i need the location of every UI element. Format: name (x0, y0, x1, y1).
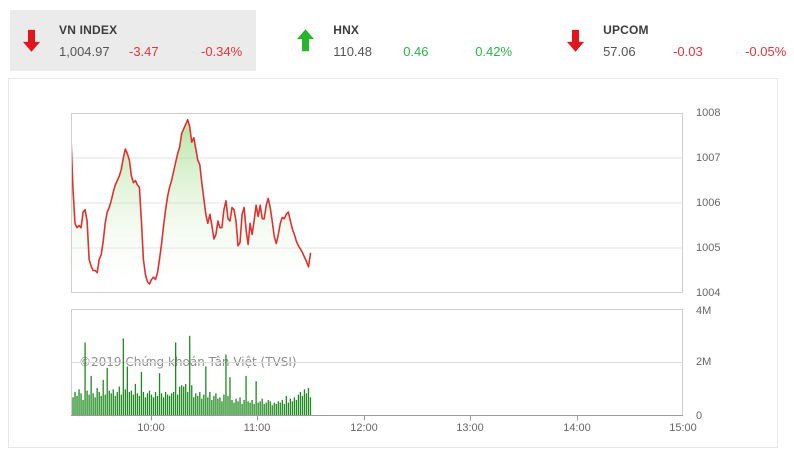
ticker-upcom[interactable]: UPCOM 57.06 -0.03 -0.05% (554, 10, 794, 71)
ticker-change: -0.03 (673, 43, 703, 59)
ticker-change-pct: 0.42% (475, 43, 513, 59)
ticker-change-pct: -0.34% (201, 43, 243, 59)
up-arrow-icon (292, 27, 319, 54)
ticker-change-pct: -0.05% (745, 43, 787, 59)
ticker-label: VN INDEX (59, 22, 118, 37)
time-axis-tick: 10:00 (137, 422, 165, 434)
price-axis-tick: 1004 (696, 287, 721, 299)
volume-axis-tick: 0 (696, 410, 703, 422)
ticker-label: UPCOM (603, 22, 649, 37)
ticker-value: 1,004.97 (59, 43, 110, 59)
price-axis-tick: 1005 (696, 242, 721, 254)
down-arrow-icon (18, 27, 45, 54)
time-axis-tick: 14:00 (563, 422, 591, 434)
price-axis-tick: 1008 (696, 107, 721, 119)
volume-chart-canvas[interactable] (71, 309, 683, 421)
ticker-value: 110.48 (333, 43, 372, 59)
ticker-hnx[interactable]: HNX 110.48 0.46 0.42% (284, 10, 526, 71)
time-axis-tick: 11:00 (243, 422, 271, 434)
ticker-change: -3.47 (129, 43, 159, 59)
intraday-chart-panel: ©2019 Chứng khoán Tân Việt (TVSI) 1008 1… (8, 78, 778, 448)
time-axis-tick: 13:00 (456, 422, 484, 434)
index-ticker-bar: VN INDEX 1,004.97 -3.47 -0.34% HNX 110.4… (10, 10, 786, 71)
ticker-vn-index[interactable]: VN INDEX 1,004.97 -3.47 -0.34% (10, 10, 257, 71)
price-chart-canvas[interactable] (71, 113, 683, 293)
price-axis-tick: 1006 (696, 197, 721, 209)
time-axis-tick: 15:00 (669, 422, 697, 434)
ticker-change: 0.46 (403, 43, 429, 59)
price-axis-tick: 1007 (696, 152, 721, 164)
ticker-label: HNX (333, 22, 360, 37)
volume-axis-tick: 2M (696, 356, 712, 368)
volume-axis-tick: 4M (696, 305, 712, 317)
time-axis-tick: 12:00 (350, 422, 378, 434)
down-arrow-icon (562, 27, 589, 54)
ticker-value: 57.06 (603, 43, 636, 59)
